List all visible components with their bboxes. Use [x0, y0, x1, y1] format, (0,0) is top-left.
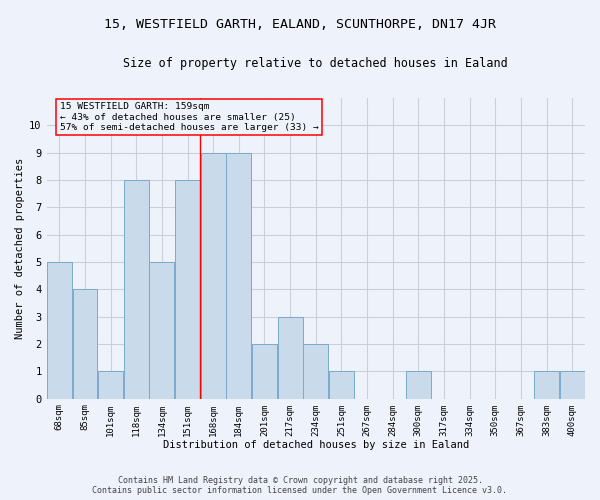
Bar	[73, 290, 97, 399]
Text: 15, WESTFIELD GARTH, EALAND, SCUNTHORPE, DN17 4JR: 15, WESTFIELD GARTH, EALAND, SCUNTHORPE,…	[104, 18, 496, 30]
Bar	[201, 152, 226, 398]
Bar	[560, 372, 584, 398]
Bar	[329, 372, 354, 398]
Text: 15 WESTFIELD GARTH: 159sqm
← 43% of detached houses are smaller (25)
57% of semi: 15 WESTFIELD GARTH: 159sqm ← 43% of deta…	[59, 102, 319, 132]
X-axis label: Distribution of detached houses by size in Ealand: Distribution of detached houses by size …	[163, 440, 469, 450]
Bar	[252, 344, 277, 399]
Bar	[124, 180, 149, 398]
Bar	[534, 372, 559, 398]
Bar	[406, 372, 431, 398]
Bar	[226, 152, 251, 398]
Y-axis label: Number of detached properties: Number of detached properties	[15, 158, 25, 339]
Bar	[149, 262, 175, 398]
Bar	[175, 180, 200, 398]
Title: Size of property relative to detached houses in Ealand: Size of property relative to detached ho…	[124, 58, 508, 70]
Text: Contains HM Land Registry data © Crown copyright and database right 2025.
Contai: Contains HM Land Registry data © Crown c…	[92, 476, 508, 495]
Bar	[304, 344, 328, 399]
Bar	[47, 262, 72, 398]
Bar	[98, 372, 123, 398]
Bar	[278, 316, 302, 398]
